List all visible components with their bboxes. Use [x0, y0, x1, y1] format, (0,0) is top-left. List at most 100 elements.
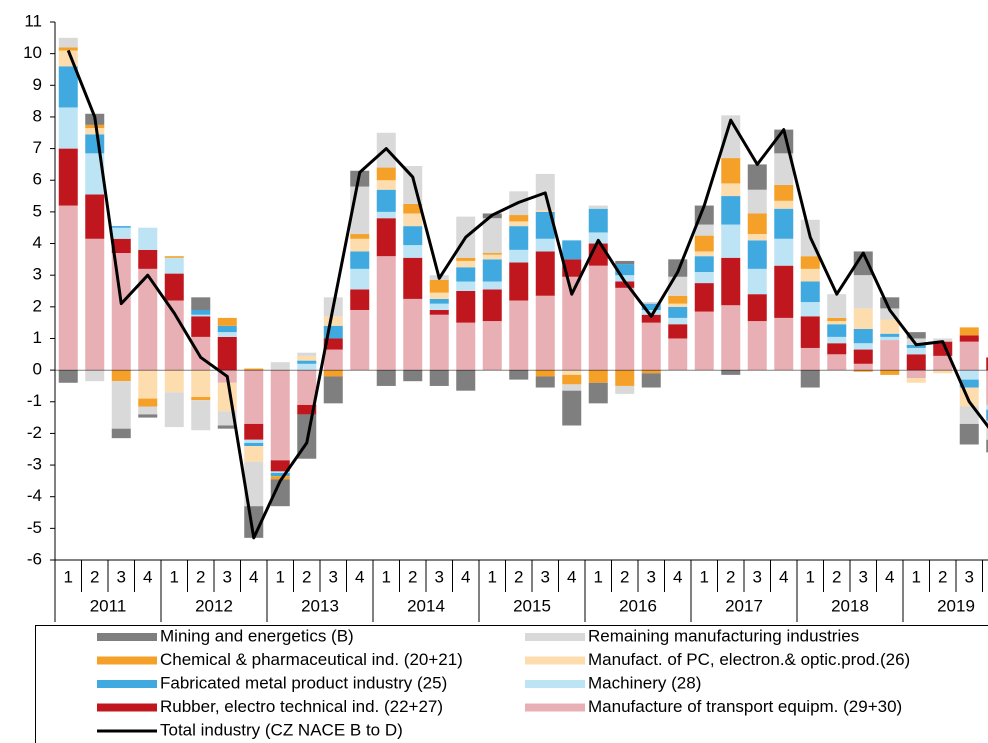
bar-segment [85, 194, 105, 239]
bar-segment [668, 324, 688, 339]
bar-segment [853, 251, 873, 276]
bar-segment [164, 273, 184, 301]
bar-segment [482, 218, 502, 254]
bar-segment [747, 268, 767, 295]
bar-segment [111, 226, 131, 228]
x-tick-label: 3 [753, 567, 762, 586]
bar-segment [429, 303, 449, 310]
bar-segment [376, 370, 396, 386]
bar-segment [853, 343, 873, 350]
x-tick-label: 4 [779, 567, 788, 586]
bar-segment [85, 238, 105, 371]
bar-segment [111, 227, 131, 239]
x-tick-label: 4 [885, 567, 894, 586]
bar-segment [880, 336, 900, 341]
bar-segment [535, 370, 555, 377]
bar-segment [217, 336, 237, 371]
bar-segment [509, 300, 529, 371]
bar-segment [297, 363, 317, 371]
bar-segment [297, 404, 317, 415]
year-label: 2015 [513, 596, 551, 615]
bar-segment [111, 370, 131, 382]
y-tick-label: 11 [24, 11, 42, 30]
x-tick-label: 1 [912, 567, 921, 586]
bar-segment [615, 281, 635, 288]
bar-segment [853, 308, 873, 329]
bar-segment [244, 446, 264, 462]
bar-segment [429, 298, 449, 304]
bar-segment [694, 235, 714, 252]
bar-segment [721, 224, 741, 258]
bar-segment [800, 256, 820, 269]
y-tick-label: 4 [33, 233, 42, 252]
bar-segment [403, 370, 423, 382]
bar-segment [376, 180, 396, 190]
bar-segment [774, 200, 794, 209]
bar-segment [429, 314, 449, 371]
x-tick-label: 2 [620, 567, 629, 586]
bar-segment [217, 425, 237, 429]
bar-segment [85, 134, 105, 154]
x-tick-label: 4 [143, 567, 152, 586]
bar-segment [694, 283, 714, 312]
bar-segment [641, 303, 661, 310]
bar-segment [827, 343, 847, 355]
legend-swatch [525, 656, 585, 665]
bar-segment [588, 208, 608, 233]
bar-segment [509, 226, 529, 250]
bar-segment [668, 295, 688, 304]
bar-segment [191, 297, 211, 310]
bar-segment [111, 238, 131, 254]
bar-segment [668, 338, 688, 371]
bar-segment [456, 281, 476, 291]
legend-label: Machinery (28) [588, 673, 701, 692]
x-tick-label: 2 [90, 567, 99, 586]
x-tick-label: 3 [223, 567, 232, 586]
bar-segment [482, 259, 502, 282]
bar-segment [615, 264, 635, 276]
bar-segment [694, 251, 714, 257]
bar-segment [191, 400, 211, 431]
bar-segment [456, 257, 476, 261]
bar-segment [880, 333, 900, 337]
y-tick-label: -3 [27, 455, 42, 474]
bar-segment [562, 374, 582, 385]
bar-segment [138, 227, 158, 250]
x-tick-label: 3 [647, 567, 656, 586]
x-tick-label: 3 [435, 567, 444, 586]
bar-segment [191, 314, 211, 317]
y-tick-label: 1 [33, 328, 42, 347]
bar-segment [244, 439, 264, 443]
bar-segment [111, 253, 131, 371]
bar-segment [350, 309, 370, 371]
bar-segment [376, 189, 396, 212]
bar-segment [615, 287, 635, 371]
x-tick-label: 2 [726, 567, 735, 586]
bar-segment [933, 370, 953, 374]
bar-segment [403, 298, 423, 371]
bar-segment [350, 238, 370, 252]
bar-segment [800, 268, 820, 282]
bar-segment [641, 302, 661, 304]
y-tick-label: -2 [27, 423, 42, 442]
bar-segment [482, 254, 502, 260]
bar-segment [721, 196, 741, 225]
legend-swatch [97, 633, 157, 641]
bar-segment [270, 471, 290, 473]
year-label: 2017 [725, 596, 763, 615]
bar-segment [297, 352, 317, 356]
bar-segment [827, 324, 847, 337]
bar-segment [482, 281, 502, 290]
y-tick-label: -6 [27, 549, 42, 568]
bar-segment [297, 360, 317, 364]
bar-segment [694, 272, 714, 284]
legend-swatch [97, 680, 157, 688]
bar-segment [535, 238, 555, 252]
legend-label: Mining and energetics (B) [160, 626, 354, 645]
y-tick-label: 5 [33, 201, 42, 220]
bar-segment [959, 327, 979, 336]
bar-segment [562, 370, 582, 375]
bar-segment [880, 297, 900, 309]
x-tick-label: 3 [541, 567, 550, 586]
bar-segment [191, 336, 211, 371]
